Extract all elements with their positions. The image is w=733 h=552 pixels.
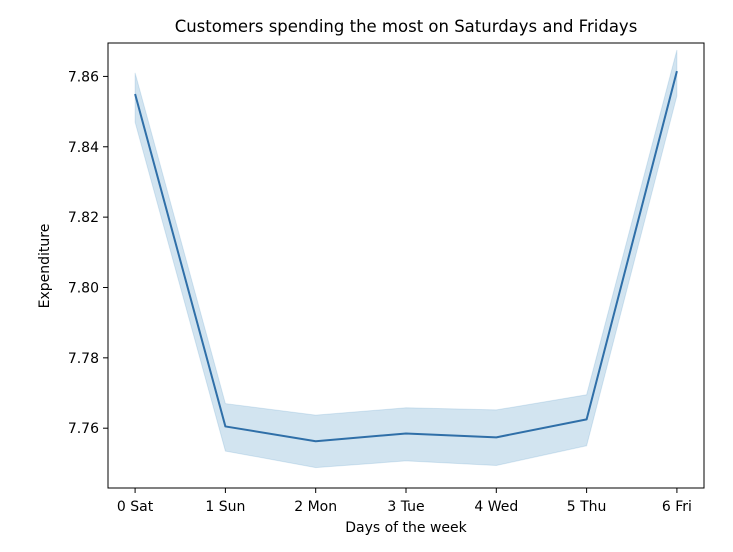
- y-tick-label: 7.78: [68, 351, 99, 367]
- series-line: [134, 70, 678, 443]
- y-axis-label: Expenditure: [37, 224, 53, 309]
- y-tick-label: 7.86: [68, 69, 99, 85]
- x-tick-label: 3 Tue: [387, 499, 424, 515]
- x-tick-label: 2 Mon: [294, 499, 337, 515]
- y-tick-label: 7.76: [68, 421, 99, 437]
- y-tick-label: 7.82: [68, 210, 99, 226]
- x-axis-label: Days of the week: [345, 520, 467, 536]
- x-tick-label: 5 Thu: [567, 499, 607, 515]
- x-tick-label: 6 Fri: [662, 499, 692, 515]
- x-tick-label: 1 Sun: [205, 499, 245, 515]
- y-tick-label: 7.84: [68, 140, 99, 156]
- x-tick-label: 0 Sat: [117, 499, 154, 515]
- x-tick-label: 4 Wed: [474, 499, 518, 515]
- chart-title: Customers spending the most on Saturdays…: [175, 17, 638, 36]
- plot-area: 0 Sat 1 Sun 2 Mon 3 Tue 4 Wed 5 Thu 6 Fri 7.76 7…: [68, 42, 705, 515]
- y-tick-label: 7.80: [68, 280, 99, 296]
- confidence-band: [134, 49, 678, 469]
